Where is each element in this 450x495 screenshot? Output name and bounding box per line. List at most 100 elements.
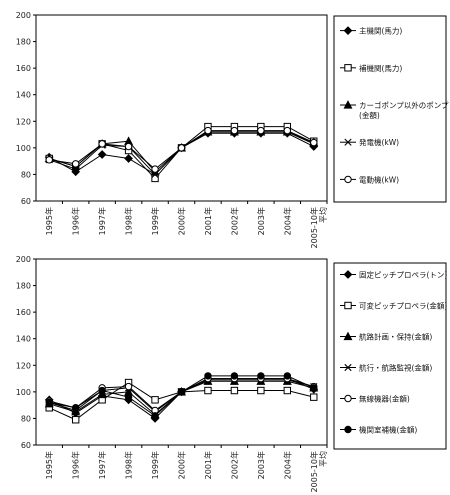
data-point: [151, 396, 159, 404]
data-point: [283, 372, 292, 380]
data-point: [204, 126, 212, 135]
data-point: [71, 404, 80, 412]
x-tick-label: 2003年: [256, 207, 266, 235]
data-point: [257, 386, 265, 395]
x-tick-label: 2004年: [282, 207, 292, 235]
y-tick-label: 80: [21, 170, 31, 179]
data-point: [71, 160, 80, 168]
data-point: [124, 393, 133, 401]
data-point: [71, 416, 80, 424]
x-tick-label-suffix: 平均: [318, 451, 328, 467]
legend-box: [333, 15, 447, 203]
x-tick-label: 2004年: [282, 451, 292, 479]
series-line: [49, 131, 314, 176]
x-tick-label: 1996年: [71, 451, 81, 479]
y-tick-label: 100: [16, 144, 31, 153]
data-point: [151, 165, 159, 173]
y-tick-label: 120: [16, 117, 31, 126]
x-tick-label: 2002年: [229, 451, 239, 479]
data-point: [177, 144, 186, 152]
data-point: [283, 386, 292, 395]
data-point: [98, 386, 106, 395]
y-tick-label: 120: [16, 361, 31, 370]
legend-label-cont: (金額): [359, 110, 380, 120]
y-tick-label: 60: [21, 441, 31, 450]
series-line: [49, 378, 314, 420]
data-point: [177, 388, 186, 396]
chart-top: 60 80 100 120 140 160 180 200 1995年 1996年 1997年 199…: [16, 11, 449, 248]
data-point: [230, 386, 239, 395]
legend-marker: [343, 100, 353, 109]
x-tick-label: 2001年: [203, 451, 213, 479]
legend-label: 航路計画・保持(金額): [359, 332, 432, 342]
data-point: [230, 372, 239, 380]
y-tick-label: 140: [16, 91, 31, 100]
legend-marker: [343, 331, 353, 341]
legend-marker: [344, 175, 352, 184]
x-tick-label: 1997年: [97, 451, 107, 479]
data-point: [283, 126, 292, 135]
chart-bottom: 60 80 100 120 140 160 180 200 1995年 1996年 1997年 199…: [16, 255, 448, 492]
x-tick-label: 2000年: [177, 451, 187, 479]
legend-label: 可変ピッチプロペラ(金額): [359, 301, 447, 311]
x-tick-label: 2005-10年: [309, 451, 319, 492]
x-tick-label: 1998年: [124, 207, 134, 235]
data-point: [310, 393, 318, 401]
legend-label: 機関室補機(金額): [359, 425, 417, 435]
legend-label: 発電機(kW): [359, 137, 399, 147]
x-tick-label: 1996年: [71, 207, 81, 235]
data-point: [45, 156, 53, 164]
legend-marker: [344, 301, 352, 310]
data-point: [72, 165, 80, 173]
y-tick-label: 80: [21, 414, 31, 423]
x-tick-label: 1995年: [44, 451, 54, 479]
legend-marker: [344, 138, 352, 146]
x-tick-label: 1998年: [124, 451, 134, 479]
y-tick-label: 180: [16, 282, 31, 291]
legend-label: 航行・航路監視(金額): [359, 363, 432, 373]
series-line: [49, 126, 315, 180]
data-point: [257, 126, 265, 135]
x-tick-label: 1997年: [97, 207, 107, 235]
legend-marker: [344, 425, 352, 434]
x-tick-label: 1999年: [150, 207, 160, 235]
legend-label: 固定ピッチプロペラ(トン): [359, 270, 447, 280]
y-tick-label: 160: [16, 64, 31, 73]
y-tick-label: 200: [16, 11, 31, 20]
legend-label: 無線機器(金額): [359, 394, 410, 404]
plot-area-border: [35, 14, 328, 202]
data-point: [124, 142, 133, 151]
data-point: [97, 150, 107, 159]
legend-label: 主機関(馬力): [359, 26, 402, 36]
x-tick-label: 1995年: [44, 207, 54, 235]
x-tick-label: 2000年: [177, 207, 187, 235]
legend-box: [333, 262, 447, 450]
legend-marker: [343, 270, 353, 279]
data-point: [204, 372, 212, 380]
x-tick-label: 2005-10年: [309, 207, 319, 248]
x-tick-label-suffix: 平均: [318, 207, 328, 223]
x-tick-label: 2001年: [203, 207, 213, 235]
data-point: [151, 412, 159, 420]
data-point: [310, 138, 318, 147]
x-tick-label: 2003年: [256, 451, 266, 479]
data-point: [124, 154, 133, 163]
legend-marker: [343, 26, 353, 35]
data-point: [204, 386, 212, 395]
legend-label: カーゴポンプ以外のポンプ: [359, 100, 449, 110]
y-tick-label: 180: [16, 38, 31, 47]
data-point: [98, 140, 106, 148]
data-point: [230, 126, 239, 135]
y-tick-label: 160: [16, 308, 31, 317]
data-point: [124, 382, 133, 391]
data-point: [310, 384, 318, 392]
data-point: [257, 372, 265, 380]
x-tick-label: 2002年: [229, 207, 239, 235]
plot-area-border: [35, 258, 328, 446]
legend-label: 補機関(馬力): [359, 63, 402, 73]
x-tick-label: 1999年: [150, 451, 160, 479]
y-tick-label: 60: [21, 197, 31, 206]
legend-marker: [344, 64, 352, 72]
data-point: [45, 398, 53, 407]
